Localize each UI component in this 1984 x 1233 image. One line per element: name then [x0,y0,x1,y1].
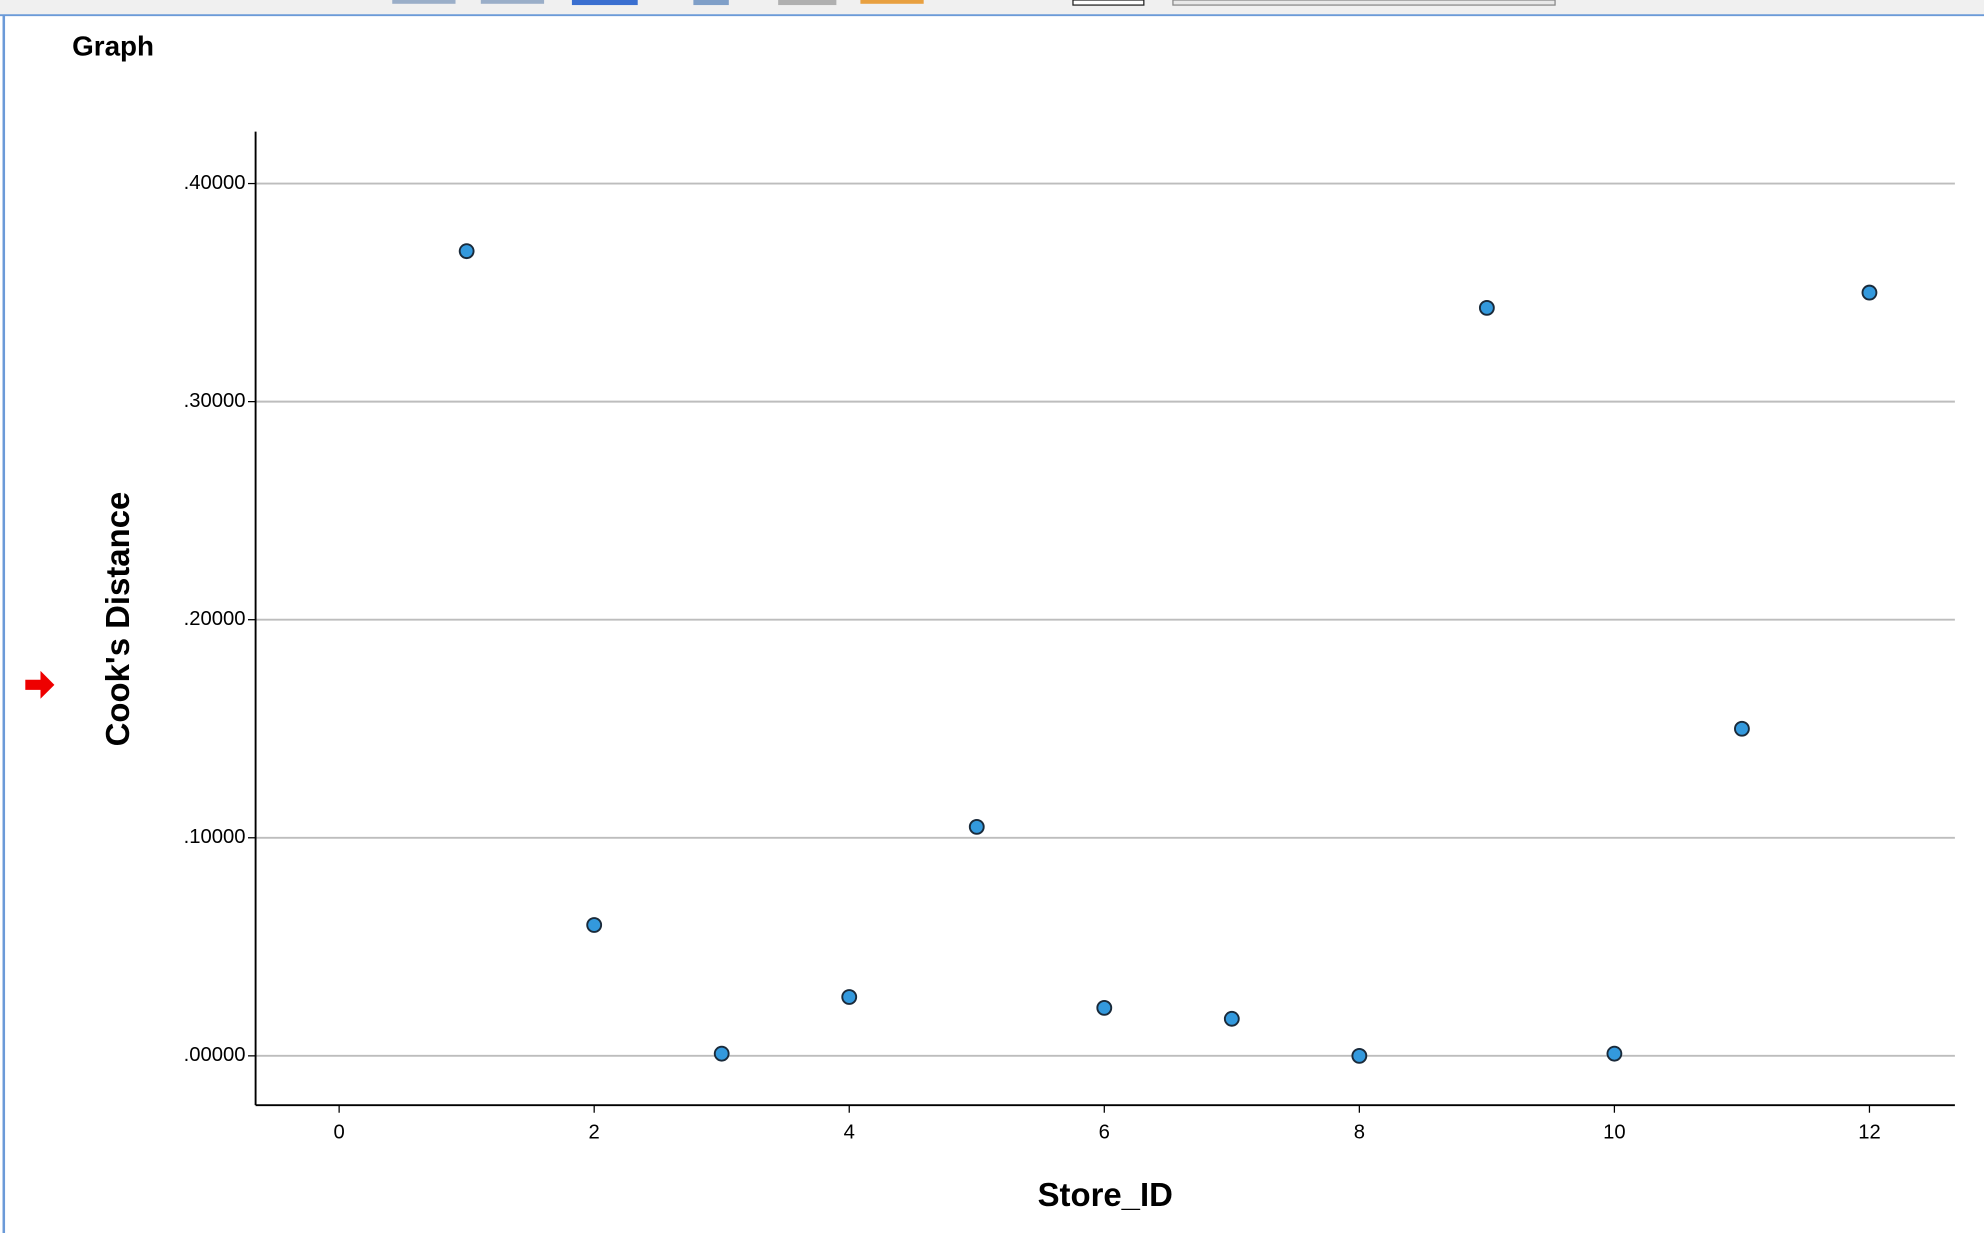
toolbar-icon[interactable] [392,0,456,4]
toolbar [0,0,1984,16]
x-tick-label: 2 [589,1121,600,1143]
x-tick-label: 4 [844,1121,855,1143]
toolbar-icon[interactable] [571,0,638,6]
point [1606,1045,1623,1062]
plot: .00000 .10000 .20000 .30000 .40000 0 2 4 6 8 10 12 S… [99,131,1955,1213]
toolbar-field[interactable] [1172,0,1556,6]
x-tick-label: 6 [1099,1121,1110,1143]
point [1096,999,1113,1016]
point [1478,299,1495,316]
y-tick-label: .40000 [184,172,246,194]
point [713,1045,730,1062]
toolbar-icon[interactable] [693,0,729,6]
x-tick-label: 0 [333,1121,344,1143]
y-tick-label: .20000 [184,608,246,630]
y-tick-label: .10000 [184,826,246,848]
y-tick-label: .30000 [184,390,246,412]
toolbar-icon[interactable] [480,0,545,4]
toolbar-icon[interactable] [1072,0,1145,6]
point [968,818,985,835]
point [1351,1047,1368,1064]
x-tick-label: 10 [1603,1121,1626,1143]
selection-arrow [25,670,55,699]
point [1223,1010,1240,1027]
point [586,917,603,933]
graph-title: Graph [72,30,154,61]
point [841,989,858,1005]
toolbar-icon[interactable] [860,0,924,4]
x-tick-label: 12 [1858,1121,1881,1143]
x-axis-label: Store_ID [1038,1176,1173,1213]
point [458,243,475,260]
y-axis-label: Cook's Distance [99,492,136,747]
x-tick-label: 8 [1354,1121,1365,1143]
point [1734,720,1750,737]
y-tick-label: .00000 [184,1044,246,1066]
point [1861,284,1878,301]
toolbar-icon[interactable] [778,0,837,6]
